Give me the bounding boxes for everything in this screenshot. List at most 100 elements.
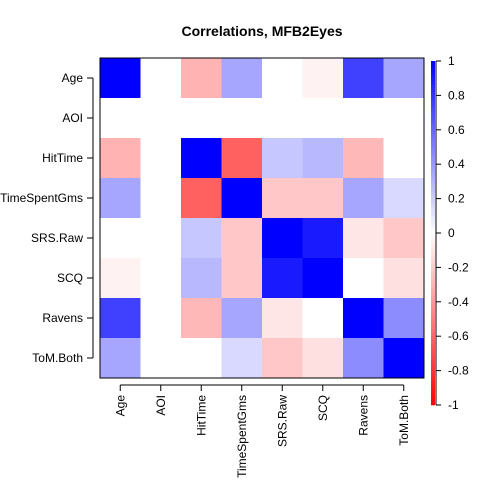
colorbar-segment [431, 212, 435, 216]
colorbar-segment [431, 285, 435, 289]
colorbar-segment [431, 391, 435, 395]
colorbar-segment [431, 250, 435, 254]
colorbar-segment [431, 312, 435, 316]
heatmap-cell-aoi-scq [303, 98, 344, 138]
colorbar-segment [431, 102, 435, 106]
y-tick-label: HitTime [42, 151, 83, 165]
colorbar-segment [431, 133, 435, 137]
heatmap-cell-hittime-aoi [141, 138, 182, 178]
colorbar-segment [431, 240, 435, 244]
y-axis: Age AOI HitTime TimeSpentGms SRS.Raw SCQ Raven… [0, 71, 93, 365]
colorbar-segment [431, 109, 435, 113]
colorbar-segment [431, 257, 435, 261]
colorbar-segment [431, 236, 435, 240]
colorbar-segment [431, 126, 435, 130]
colorbar-segment [431, 99, 435, 103]
heatmap-cell-timespentgms-timespentgms [222, 178, 263, 218]
colorbar-segment [431, 106, 435, 110]
colorbar-segment [431, 178, 435, 182]
colorbar-segment [431, 147, 435, 151]
colorbar-segment [431, 247, 435, 251]
heatmap-cell-age-ravens [343, 58, 384, 98]
colorbar-segment [431, 340, 435, 344]
colorbar-segment [431, 302, 435, 306]
colorbar-segment [431, 274, 435, 278]
y-tick-label: SRS.Raw [31, 231, 83, 245]
colorbar-tick-label: 0.2 [448, 192, 465, 206]
heatmap-cell-hittime-timespentgms [222, 138, 263, 178]
colorbar-segment [431, 71, 435, 75]
x-axis: Age AOI HitTime TimeSpentGms SRS.Raw SCQ Raven… [113, 385, 411, 478]
colorbar-segment [431, 388, 435, 392]
heatmap-cell-aoi-timespentgms [222, 98, 263, 138]
heatmap-cell-tom-both-ravens [343, 338, 384, 378]
colorbar-segment [431, 205, 435, 209]
colorbar-segment [431, 281, 435, 285]
colorbar-segment [431, 336, 435, 340]
colorbar-segment [431, 291, 435, 295]
colorbar-segment [431, 92, 435, 96]
colorbar-segment [431, 95, 435, 99]
x-tick-label: TimeSpentGms [235, 395, 249, 478]
heatmap-cell-srs-raw-hittime [181, 218, 222, 258]
colorbar-segment [431, 123, 435, 127]
y-tick-label: SCQ [57, 271, 83, 285]
colorbar-segment [431, 195, 435, 199]
colorbar-segment [431, 371, 435, 375]
heatmap-cell-srs-raw-timespentgms [222, 218, 263, 258]
colorbar-tick-label: 0.4 [448, 157, 465, 171]
x-tick-label: HitTime [194, 395, 208, 436]
heatmap-cell-hittime-tom-both [384, 138, 425, 178]
heatmap-cell-srs-raw-srs-raw [262, 218, 303, 258]
colorbar-segment [431, 316, 435, 320]
colorbar-segment [431, 144, 435, 148]
colorbar-segment [431, 326, 435, 330]
colorbar-segment [431, 223, 435, 227]
heatmap-cell-tom-both-aoi [141, 338, 182, 378]
colorbar-segment [431, 264, 435, 268]
heatmap-cell-srs-raw-age [100, 218, 141, 258]
heatmap-cell-hittime-age [100, 138, 141, 178]
colorbar-segment [431, 360, 435, 364]
colorbar-segment [431, 298, 435, 302]
colorbar-segment [431, 381, 435, 385]
y-tick-label: ToM.Both [32, 351, 83, 365]
colorbar-segment [431, 150, 435, 154]
heatmap-cell-hittime-srs-raw [262, 138, 303, 178]
heatmap-cell-hittime-hittime [181, 138, 222, 178]
colorbar-segment [431, 164, 435, 168]
heatmap-cell-ravens-tom-both [384, 298, 425, 338]
colorbar-tick-label: 1 [448, 54, 455, 68]
colorbar-segment [431, 202, 435, 206]
x-tick-label: Age [113, 395, 127, 417]
heatmap-cell-tom-both-hittime [181, 338, 222, 378]
colorbar-segment [431, 85, 435, 89]
heatmap-cell-age-age [100, 58, 141, 98]
colorbar-segment [431, 278, 435, 282]
colorbar-tick-label: 0.8 [448, 88, 465, 102]
colorbar-segment [431, 374, 435, 378]
heatmap-cell-tom-both-scq [303, 338, 344, 378]
colorbar-segment [431, 254, 435, 258]
heatmap-cell-aoi-ravens [343, 98, 384, 138]
colorbar-segment [431, 267, 435, 271]
heatmap-cell-timespentgms-tom-both [384, 178, 425, 218]
y-tick-label: Age [62, 71, 84, 85]
heatmap-cell-aoi-hittime [181, 98, 222, 138]
heatmap-cell-age-tom-both [384, 58, 425, 98]
x-tick-label: AOI [154, 395, 168, 416]
colorbar-segment [431, 233, 435, 237]
x-tick-label: Ravens [356, 395, 370, 436]
colorbar-segment [431, 271, 435, 275]
heatmap-cell-ravens-age [100, 298, 141, 338]
y-tick-label: AOI [62, 111, 83, 125]
heatmap-cell-timespentgms-ravens [343, 178, 384, 218]
colorbar-segment [431, 384, 435, 388]
colorbar-segment [431, 113, 435, 117]
x-tick-label: SCQ [316, 395, 330, 421]
heatmap-cell-tom-both-timespentgms [222, 338, 263, 378]
colorbar-segment [431, 295, 435, 299]
chart-title: Correlations, MFB2Eyes [181, 23, 342, 39]
colorbar-tick-label: -0.6 [448, 329, 469, 343]
